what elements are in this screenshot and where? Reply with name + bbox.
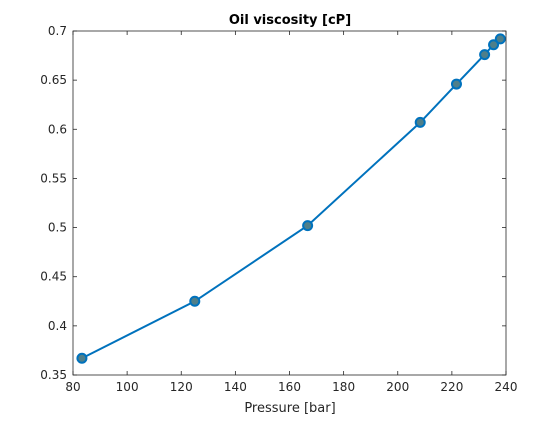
x-tick-label: 100: [116, 380, 139, 394]
x-tick-label: 220: [440, 380, 463, 394]
data-point: [189, 295, 201, 307]
series-line: [81, 38, 501, 360]
ticks-layer: 80 100 120 140 160 180 200 220 240 0.35 0.4 0.45 0.5…: [40, 24, 517, 394]
y-tick-label: 0.35: [40, 368, 67, 382]
series-layer: [76, 33, 506, 364]
data-point: [488, 39, 500, 51]
x-tick-label: 180: [332, 380, 355, 394]
x-tick-label: 240: [495, 380, 518, 394]
chart-title: Oil viscosity [cP]: [229, 13, 351, 28]
x-tick-label: 80: [65, 380, 80, 394]
y-tick-label: 0.6: [48, 122, 67, 136]
y-tick-label: 0.5: [48, 221, 67, 235]
y-tick-label: 0.4: [48, 319, 67, 333]
y-tick-label: 0.7: [48, 24, 67, 38]
data-point: [479, 49, 491, 61]
plot-frame: [72, 30, 507, 376]
y-tick-label: 0.55: [40, 171, 67, 185]
data-point: [450, 78, 462, 90]
data-point: [302, 220, 314, 232]
y-tick-label: 0.45: [40, 270, 67, 284]
data-point: [414, 116, 426, 128]
x-tick-label: 140: [224, 380, 247, 394]
data-point: [76, 352, 88, 364]
x-axis-title: Pressure [bar]: [244, 401, 335, 416]
x-tick-label: 120: [170, 380, 193, 394]
x-tick-label: 160: [278, 380, 301, 394]
y-tick-label: 0.65: [40, 73, 67, 87]
x-tick-label: 200: [386, 380, 409, 394]
data-point: [494, 33, 506, 45]
